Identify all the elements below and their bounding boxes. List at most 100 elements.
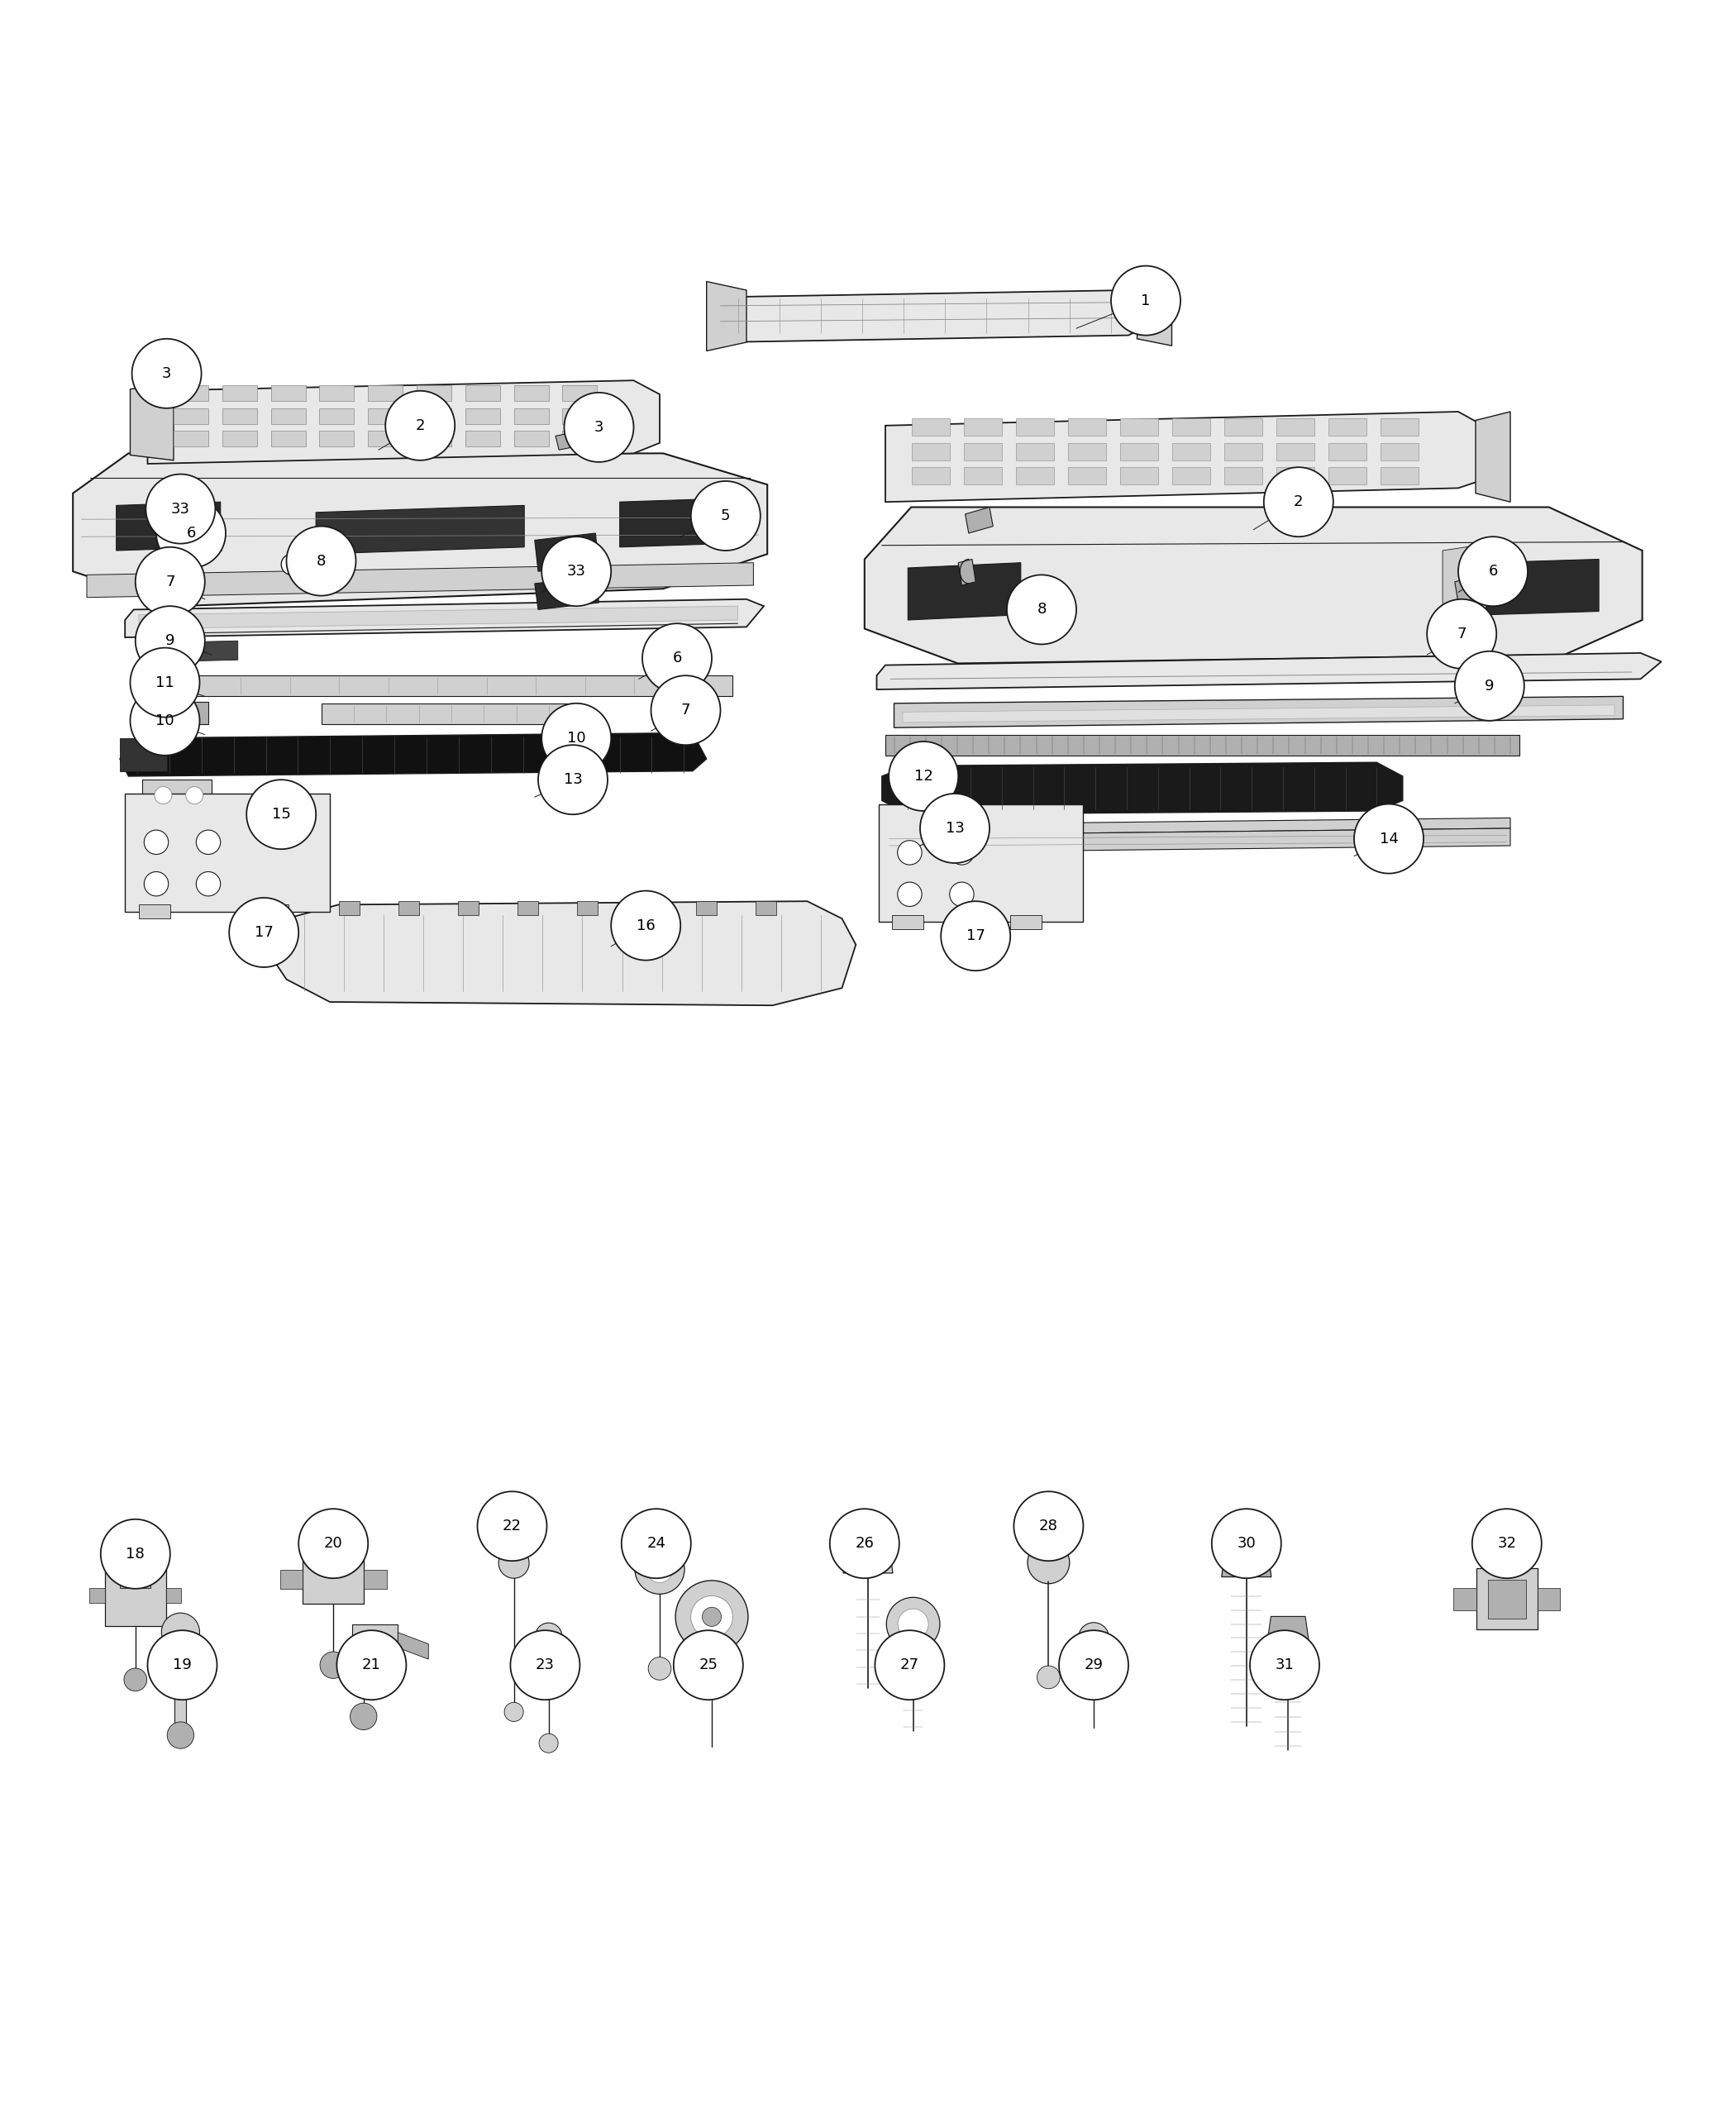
Text: 30: 30 [1238, 1537, 1255, 1551]
Bar [892, 915, 924, 930]
Bar [175, 1632, 186, 1729]
Polygon shape [1486, 559, 1599, 616]
Circle shape [889, 742, 958, 812]
Circle shape [651, 675, 720, 744]
Polygon shape [885, 818, 1510, 835]
Bar [1224, 443, 1262, 460]
Circle shape [1250, 1629, 1319, 1699]
Polygon shape [316, 506, 524, 554]
Text: 24: 24 [648, 1537, 665, 1551]
Bar [1380, 443, 1418, 460]
Bar [1224, 468, 1262, 485]
Circle shape [691, 1596, 733, 1638]
Polygon shape [707, 282, 746, 350]
Polygon shape [535, 533, 599, 571]
Text: 6: 6 [186, 525, 196, 540]
Circle shape [161, 1613, 200, 1651]
Polygon shape [620, 497, 724, 548]
Circle shape [299, 1509, 368, 1579]
Circle shape [542, 538, 611, 607]
Circle shape [898, 1608, 929, 1640]
Circle shape [635, 1545, 684, 1594]
Polygon shape [1488, 1581, 1526, 1619]
Text: 26: 26 [856, 1537, 873, 1551]
Bar [417, 386, 451, 401]
Text: 8: 8 [316, 554, 326, 569]
Bar [1120, 443, 1158, 460]
Bar [321, 704, 582, 725]
Bar [142, 675, 733, 696]
Circle shape [385, 390, 455, 460]
Bar [1276, 443, 1314, 460]
Polygon shape [535, 578, 599, 609]
Circle shape [148, 1629, 217, 1699]
Text: 7: 7 [1457, 626, 1467, 641]
Polygon shape [168, 641, 238, 662]
Polygon shape [965, 508, 993, 533]
Polygon shape [1495, 1545, 1519, 1568]
Circle shape [1458, 538, 1528, 607]
Text: 19: 19 [174, 1657, 191, 1672]
Bar [319, 430, 354, 447]
Bar [1016, 468, 1054, 485]
Bar [125, 793, 330, 911]
Text: 3: 3 [161, 367, 172, 382]
Polygon shape [87, 563, 753, 597]
Bar [514, 386, 549, 401]
Text: 2: 2 [1293, 495, 1304, 510]
Text: 13: 13 [564, 772, 582, 786]
Bar [368, 430, 403, 447]
Circle shape [642, 624, 712, 694]
Circle shape [146, 474, 215, 544]
Polygon shape [149, 567, 167, 594]
Circle shape [535, 1623, 562, 1651]
Polygon shape [877, 653, 1661, 689]
Text: 9: 9 [1484, 679, 1495, 694]
Circle shape [830, 1509, 899, 1579]
Polygon shape [365, 1570, 387, 1589]
Circle shape [621, 1509, 691, 1579]
Bar [1276, 468, 1314, 485]
Bar [1172, 443, 1210, 460]
Polygon shape [908, 563, 1021, 620]
Bar [1380, 468, 1418, 485]
Bar [911, 443, 950, 460]
Polygon shape [1538, 1587, 1561, 1611]
Polygon shape [885, 828, 1510, 852]
Polygon shape [556, 430, 594, 449]
Polygon shape [1476, 1568, 1538, 1629]
Circle shape [1354, 803, 1424, 873]
Bar [139, 904, 170, 919]
Text: 32: 32 [1498, 1537, 1516, 1551]
Text: 31: 31 [1276, 1657, 1293, 1672]
Text: 17: 17 [967, 928, 984, 944]
Polygon shape [167, 1587, 181, 1604]
Polygon shape [720, 291, 1149, 341]
Polygon shape [120, 738, 167, 772]
Text: 9: 9 [165, 632, 175, 649]
Polygon shape [844, 1547, 892, 1573]
Bar [1120, 468, 1158, 485]
Circle shape [505, 1703, 524, 1722]
Circle shape [920, 793, 990, 862]
Bar [755, 902, 776, 915]
Bar [1068, 468, 1106, 485]
Bar [1016, 419, 1054, 436]
Bar [174, 386, 208, 401]
Bar [368, 409, 403, 424]
Bar [417, 409, 451, 424]
Circle shape [887, 1598, 939, 1651]
Text: 17: 17 [255, 925, 273, 940]
Bar [963, 443, 1002, 460]
Circle shape [941, 902, 1010, 970]
Circle shape [132, 339, 201, 409]
Text: 33: 33 [568, 565, 585, 580]
Circle shape [674, 1629, 743, 1699]
Bar [635, 902, 656, 915]
Text: 12: 12 [915, 769, 932, 784]
Polygon shape [146, 704, 181, 723]
Circle shape [130, 685, 200, 755]
Bar [1010, 915, 1042, 930]
Circle shape [950, 841, 974, 864]
Polygon shape [1455, 626, 1484, 656]
